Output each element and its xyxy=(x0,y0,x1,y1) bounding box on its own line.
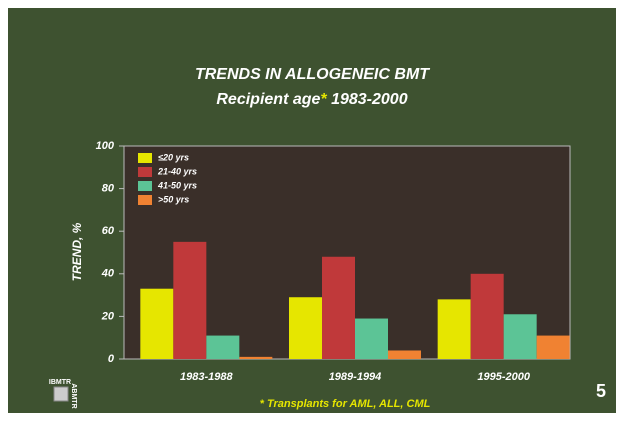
bar xyxy=(536,335,570,359)
bar xyxy=(322,256,355,359)
legend-swatch xyxy=(138,167,152,177)
x-tick-label: 1989-1994 xyxy=(329,371,382,383)
x-tick-label: 1983-1988 xyxy=(180,371,233,383)
x-tick-label: 1995-2000 xyxy=(477,371,530,383)
y-tick-label: 60 xyxy=(102,225,115,237)
legend-label: 21-40 yrs xyxy=(157,166,197,176)
legend-label: ≤20 yrs xyxy=(158,152,189,162)
legend-label: 41-50 yrs xyxy=(157,180,197,190)
footnote: * Transplants for AML, ALL, CML xyxy=(260,398,431,410)
bar xyxy=(239,356,273,359)
y-tick-label: 100 xyxy=(96,140,115,152)
bar xyxy=(503,314,537,359)
bar xyxy=(470,273,504,359)
y-tick-label: 0 xyxy=(108,353,115,365)
y-tick-label: 40 xyxy=(101,268,115,280)
legend-swatch xyxy=(138,153,152,163)
logo-grid xyxy=(53,386,69,402)
legend-swatch xyxy=(138,181,152,191)
bar xyxy=(388,350,421,359)
legend-label: >50 yrs xyxy=(158,194,189,204)
chart-subtitle: Recipient age* 1983-2000 xyxy=(216,91,407,108)
slide-number: 5 xyxy=(596,381,606,401)
logo-text: IBMTR xyxy=(49,379,71,386)
logo-text: ABMTR xyxy=(70,383,77,408)
y-axis-label: TREND, % xyxy=(70,222,84,281)
chart-title: TRENDS IN ALLOGENEIC BMT xyxy=(195,66,430,83)
bar xyxy=(437,299,471,359)
bar xyxy=(289,297,322,359)
bar xyxy=(206,335,240,359)
y-tick-label: 80 xyxy=(102,183,115,195)
bar xyxy=(355,318,388,359)
legend-swatch xyxy=(138,195,152,205)
bar xyxy=(140,288,174,359)
bar xyxy=(173,241,207,359)
y-tick-label: 20 xyxy=(101,310,115,322)
